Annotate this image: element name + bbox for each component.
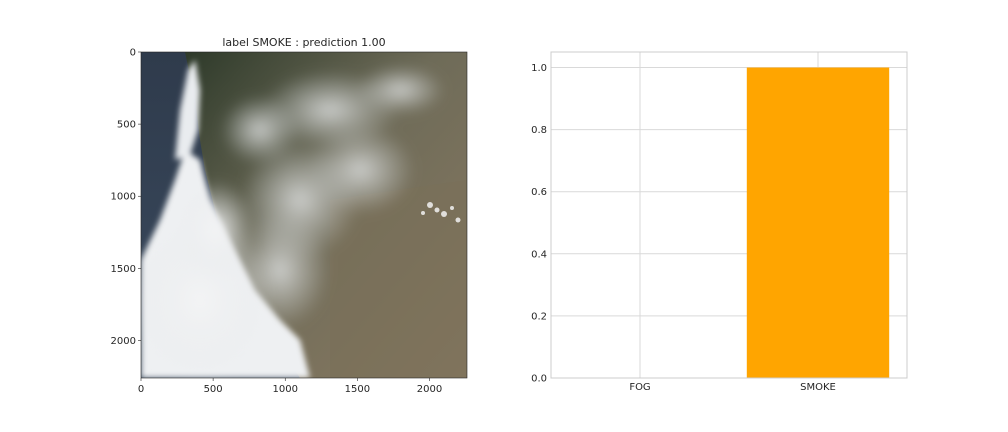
image-frame	[140, 51, 468, 379]
image-y-tick-label: 0	[130, 48, 136, 59]
image-y-tick-label: 1000	[111, 192, 136, 203]
plot-frame	[550, 51, 908, 379]
bar-y-tick-label: 0.4	[531, 249, 547, 260]
image-x-tick-label: 1000	[273, 384, 298, 395]
image-y-tick-label: 1500	[111, 264, 136, 275]
satellite-image	[141, 52, 467, 378]
image-x-ticks: 0 500 1000 1500 2000	[138, 378, 442, 395]
bar-y-tick-label: 1.0	[531, 63, 547, 74]
bar-y-tick-label: 0.2	[531, 311, 547, 322]
image-y-tick-label: 500	[117, 120, 136, 131]
bar-y-tick-label: 0.6	[531, 187, 547, 198]
image-x-tick-label: 1500	[345, 384, 370, 395]
image-panel: label SMOKE : prediction 1.00	[111, 36, 468, 395]
bar-smoke	[746, 67, 890, 379]
image-y-tick-label: 2000	[111, 336, 136, 347]
bar-x-tick-label: SMOKE	[800, 382, 836, 393]
image-x-tick-label: 0	[138, 384, 144, 395]
image-x-tick-label: 2000	[417, 384, 442, 395]
bar-chart-panel: FOG SMOKE 0.0 0.2 0.4 0.6 0.8 1.0	[531, 51, 908, 393]
bar-y-tick-label: 0.8	[531, 125, 547, 136]
image-title: label SMOKE : prediction 1.00	[222, 36, 385, 49]
bar-y-ticks: 0.0 0.2 0.4 0.6 0.8 1.0	[531, 63, 547, 384]
image-y-ticks: 0 500 1000 1500 2000	[111, 48, 141, 347]
bar-x-tick-label: FOG	[629, 382, 650, 393]
bar-x-ticks: FOG SMOKE	[629, 382, 836, 393]
bar-y-tick-label: 0.0	[531, 374, 547, 385]
bars	[746, 67, 890, 379]
image-x-tick-label: 500	[204, 384, 223, 395]
